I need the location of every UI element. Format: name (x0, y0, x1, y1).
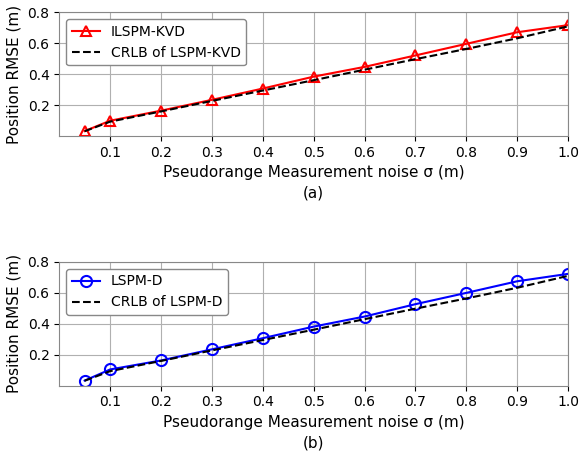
CRLB of LSPM-KVD (259, 88, 266, 93)
CRLB of LSPM-KVD (158, 109, 165, 114)
Y-axis label: Position RMSE (m): Position RMSE (m) (7, 5, 22, 144)
CRLB of LSPM-D (259, 337, 266, 343)
CRLB of LSPM-D (158, 358, 165, 364)
CRLB of LSPM-D (361, 316, 368, 322)
CRLB of LSPM-D (463, 296, 470, 301)
LSPM-D (514, 278, 521, 284)
CRLB of LSPM-D (209, 347, 216, 353)
LSPM-D (107, 366, 114, 372)
LSPM-D (81, 378, 88, 383)
ILSPM-KVD (463, 41, 470, 47)
ILSPM-KVD (310, 74, 317, 80)
ILSPM-KVD (259, 86, 266, 91)
LSPM-D (564, 271, 571, 277)
LSPM-D (463, 290, 470, 296)
Text: (b): (b) (303, 435, 325, 450)
X-axis label: Pseudorange Measurement noise σ (m): Pseudorange Measurement noise σ (m) (163, 165, 465, 181)
CRLB of LSPM-D (107, 368, 114, 374)
ILSPM-KVD (361, 64, 368, 70)
CRLB of LSPM-KVD (463, 46, 470, 52)
CRLB of LSPM-KVD (361, 67, 368, 73)
LSPM-D (209, 346, 216, 352)
LSPM-D (361, 314, 368, 319)
ILSPM-KVD (81, 128, 88, 134)
ILSPM-KVD (158, 108, 165, 113)
ILSPM-KVD (514, 29, 521, 35)
CRLB of LSPM-KVD (81, 128, 88, 134)
CRLB of LSPM-KVD (514, 36, 521, 41)
LSPM-D (412, 301, 419, 307)
Line: CRLB of LSPM-KVD: CRLB of LSPM-KVD (84, 27, 568, 131)
Line: CRLB of LSPM-D: CRLB of LSPM-D (84, 276, 568, 381)
CRLB of LSPM-D (81, 378, 88, 383)
ILSPM-KVD (564, 22, 571, 28)
CRLB of LSPM-D (564, 273, 571, 279)
ILSPM-KVD (107, 118, 114, 124)
CRLB of LSPM-KVD (107, 119, 114, 125)
LSPM-D (310, 324, 317, 329)
CRLB of LSPM-D (514, 285, 521, 291)
ILSPM-KVD (412, 53, 419, 58)
Legend: LSPM-D, CRLB of LSPM-D: LSPM-D, CRLB of LSPM-D (66, 269, 228, 315)
Line: LSPM-D: LSPM-D (79, 268, 574, 386)
LSPM-D (158, 358, 165, 364)
CRLB of LSPM-KVD (564, 24, 571, 29)
CRLB of LSPM-D (310, 327, 317, 333)
Y-axis label: Position RMSE (m): Position RMSE (m) (7, 254, 22, 393)
ILSPM-KVD (209, 97, 216, 103)
Text: (a): (a) (303, 186, 324, 201)
CRLB of LSPM-KVD (209, 98, 216, 104)
CRLB of LSPM-KVD (310, 77, 317, 83)
Legend: ILSPM-KVD, CRLB of LSPM-KVD: ILSPM-KVD, CRLB of LSPM-KVD (66, 19, 246, 65)
LSPM-D (259, 336, 266, 341)
CRLB of LSPM-KVD (412, 56, 419, 62)
X-axis label: Pseudorange Measurement noise σ (m): Pseudorange Measurement noise σ (m) (163, 415, 465, 430)
Line: ILSPM-KVD: ILSPM-KVD (80, 20, 573, 136)
CRLB of LSPM-D (412, 306, 419, 311)
